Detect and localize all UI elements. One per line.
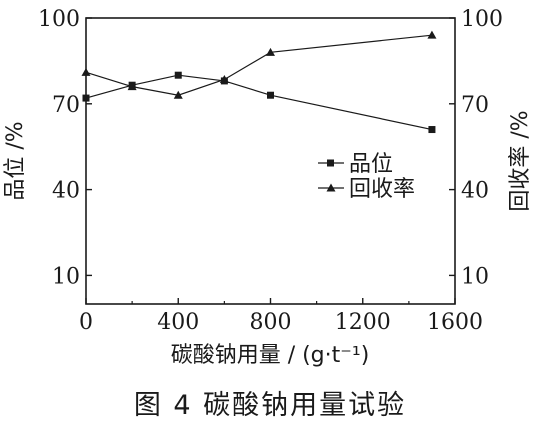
data-point-recovery (173, 90, 183, 99)
y-left-tick-label: 10 (52, 264, 80, 289)
legend-label-recovery: 回收率 (349, 177, 415, 202)
y-left-tick-label: 70 (52, 93, 80, 118)
legend-triangle-marker (326, 183, 336, 192)
data-point-grade (174, 71, 182, 79)
plot-area (85, 17, 456, 305)
legend-item-grade: 品位 (318, 152, 393, 177)
y-right-tick-label: 10 (461, 264, 489, 289)
y-axis-left-ticks: 10 40 70 100 (38, 7, 92, 289)
y-right-tick-label: 100 (461, 7, 503, 32)
series-line-recovery (85, 34, 433, 96)
y-left-tick-label: 40 (52, 179, 80, 204)
y-right-tick-label: 70 (461, 93, 489, 118)
x-tick-label: 800 (250, 310, 292, 335)
data-point-recovery (127, 82, 137, 91)
legend: 品位 回收率 (318, 152, 415, 202)
y-axis-left-label: 品位 /% (3, 121, 28, 200)
data-point-grade (428, 126, 436, 134)
legend-square-marker (327, 159, 334, 167)
data-point-recovery (81, 67, 91, 76)
x-tick-label: 1600 (427, 310, 483, 335)
legend-item-recovery: 回收率 (318, 177, 415, 202)
x-tick-label: 1200 (335, 310, 391, 335)
series-line-grade (85, 74, 433, 131)
y-right-tick-label: 40 (461, 179, 489, 204)
data-point-recovery (427, 30, 437, 39)
x-axis-ticks: 0 400 800 1200 1600 (79, 298, 483, 335)
data-point-grade (82, 94, 90, 102)
x-axis-label: 碳酸钠用量 / (g·t⁻¹) (171, 343, 370, 368)
y-left-tick-label: 100 (38, 7, 80, 32)
series-layer (81, 30, 437, 134)
figure-caption: 图 4 碳酸钠用量试验 (134, 390, 406, 421)
x-tick-label: 400 (157, 310, 199, 335)
data-point-grade (267, 91, 274, 99)
legend-label-grade: 品位 (349, 152, 393, 177)
data-point-recovery (266, 47, 275, 56)
y-axis-right-ticks: 10 40 70 100 (449, 7, 503, 289)
data-point-recovery (219, 74, 229, 83)
y-axis-right-label: 回收率 /% (508, 110, 533, 211)
x-tick-label: 0 (79, 310, 93, 335)
